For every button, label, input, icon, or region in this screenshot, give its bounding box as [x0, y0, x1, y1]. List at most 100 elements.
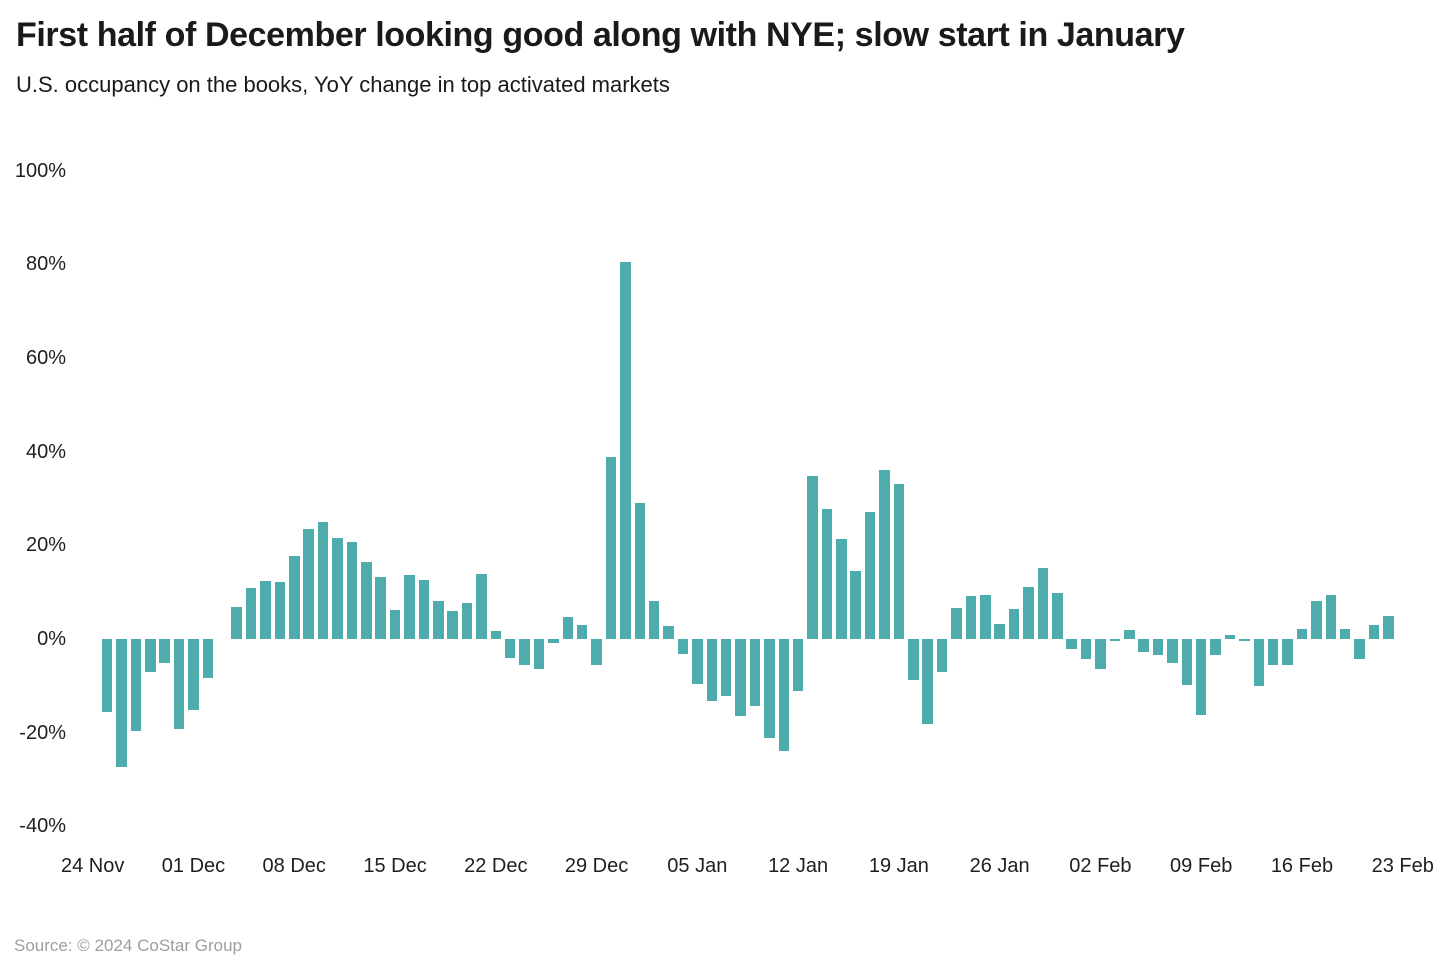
y-axis-tick-label: 100%	[14, 159, 66, 182]
bar-07-feb	[1167, 639, 1178, 664]
bar-06-dec	[260, 580, 271, 639]
x-axis-tick-label: 02 Feb	[1069, 855, 1132, 877]
bar-10-jan	[764, 639, 775, 739]
bar-16-jan	[850, 570, 861, 639]
bar-11-feb	[1224, 635, 1236, 639]
bar-12-dec	[346, 542, 358, 639]
page-title: First half of December looking good alon…	[16, 16, 1185, 54]
bar-21-jan	[922, 639, 933, 724]
bar-08-dec	[289, 556, 300, 639]
bar-17-jan	[864, 511, 876, 639]
bar-03-feb	[1109, 639, 1121, 642]
bar-11-jan	[778, 639, 789, 752]
page-subtitle: U.S. occupancy on the books, YoY change …	[16, 72, 670, 97]
bar-29-jan	[1037, 567, 1049, 639]
bar-06-jan	[706, 639, 717, 701]
bar-24-jan	[965, 595, 977, 639]
bar-02-dec	[202, 639, 214, 679]
bar-01-feb	[1080, 639, 1092, 659]
x-axis-tick-label: 09 Feb	[1170, 855, 1233, 877]
bar-05-dec	[245, 587, 257, 639]
bar-16-dec	[404, 574, 415, 639]
x-axis-tick-label: 29 Dec	[564, 855, 629, 877]
bar-26-jan	[994, 623, 1005, 639]
bar-02-jan	[648, 600, 660, 639]
bar-28-nov	[145, 639, 156, 673]
bar-25-jan	[980, 595, 991, 639]
bar-30-nov	[173, 639, 185, 730]
bar-12-feb	[1239, 639, 1250, 642]
bar-17-dec	[418, 580, 430, 639]
bar-13-feb	[1253, 639, 1264, 686]
bar-28-dec	[576, 625, 588, 639]
bar-21-dec	[476, 573, 487, 639]
y-axis-tick-label: 40%	[25, 440, 66, 463]
bar-14-dec	[375, 576, 386, 639]
bar-04-dec	[231, 606, 242, 639]
bar-15-feb	[1282, 639, 1293, 665]
bar-19-dec	[447, 610, 458, 639]
bar-14-jan	[821, 509, 833, 639]
y-axis-tick-label: -40%	[19, 815, 66, 838]
x-axis-tick-label: 08 Dec	[262, 855, 326, 877]
bar-31-dec	[620, 262, 631, 639]
bar-30-dec	[605, 456, 617, 639]
bar-27-dec	[562, 617, 573, 639]
bar-14-feb	[1267, 639, 1279, 666]
source-note: Source: © 2024 CoStar Group	[14, 936, 242, 955]
bar-23-dec	[504, 639, 516, 659]
bar-22-dec	[490, 631, 501, 639]
x-axis-tick-label: 22 Dec	[464, 855, 528, 877]
bar-17-feb	[1311, 601, 1322, 639]
bar-18-dec	[433, 600, 444, 639]
bar-31-jan	[1066, 639, 1077, 649]
bar-20-feb	[1354, 639, 1365, 660]
bar-26-nov	[116, 639, 127, 767]
bar-01-dec	[188, 639, 199, 710]
bar-20-jan	[908, 639, 919, 680]
y-axis-tick-label: -20%	[19, 721, 66, 744]
bar-25-nov	[101, 639, 113, 712]
bar-19-jan	[893, 483, 905, 639]
bar-29-dec	[591, 639, 602, 666]
y-axis-tick-label: 80%	[25, 253, 66, 276]
bar-10-feb	[1210, 639, 1221, 656]
x-axis-tick-label: 12 Jan	[768, 855, 829, 877]
bar-09-dec	[303, 528, 314, 639]
x-axis-tick-label: 23 Feb	[1371, 855, 1434, 877]
bar-11-dec	[332, 537, 343, 639]
y-axis-tick-label: 60%	[25, 346, 66, 369]
bar-28-jan	[1023, 586, 1034, 639]
bar-08-jan	[735, 639, 746, 716]
bar-26-dec	[548, 639, 559, 643]
x-axis-tick-label: 01 Dec	[161, 855, 226, 877]
x-axis-tick-label: 24 Nov	[61, 855, 125, 877]
x-axis-tick-label: 05 Jan	[667, 855, 728, 877]
bar-13-dec	[361, 562, 372, 639]
bar-04-feb	[1124, 630, 1135, 639]
bar-30-jan	[1052, 593, 1063, 639]
bar-27-nov	[130, 639, 142, 732]
bar-22-jan	[936, 639, 948, 672]
bar-07-jan	[720, 639, 732, 697]
bar-22-feb	[1383, 616, 1394, 639]
bar-09-feb	[1195, 639, 1207, 715]
bar-03-jan	[663, 626, 674, 639]
bar-15-dec	[389, 609, 401, 639]
bar-08-feb	[1181, 639, 1192, 685]
x-axis-tick-label: 19 Jan	[868, 855, 929, 877]
bar-18-feb	[1325, 594, 1336, 639]
bar-29-nov	[159, 639, 170, 664]
bar-04-jan	[677, 639, 689, 654]
bar-18-jan	[879, 469, 890, 639]
bar-19-feb	[1339, 629, 1351, 639]
bar-20-dec	[461, 602, 473, 639]
bar-09-jan	[749, 639, 761, 706]
x-axis-tick-label: 15 Dec	[363, 855, 427, 877]
bar-15-jan	[836, 538, 847, 639]
x-axis-tick-label: 26 Jan	[969, 855, 1030, 877]
bar-01-jan	[634, 503, 645, 639]
bar-24-dec	[519, 639, 530, 666]
bar-10-dec	[317, 521, 329, 639]
